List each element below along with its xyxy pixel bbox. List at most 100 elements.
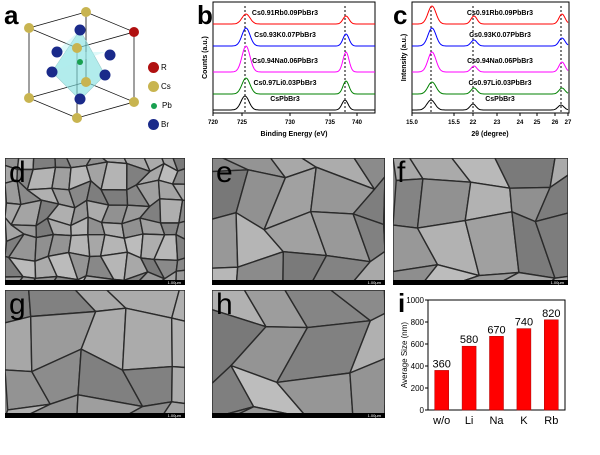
bar-value-label: 670 — [487, 324, 505, 336]
series-label: Cs0.94Na0.06PbBr3 — [252, 58, 318, 65]
series-line — [412, 27, 569, 47]
atom-swatch-icon — [151, 102, 157, 109]
series-label: Cs0.93K0.07PbBr3 — [254, 32, 316, 39]
legend-item: Pb — [148, 96, 172, 115]
series-line — [213, 45, 375, 73]
atom-swatch-icon — [148, 81, 159, 92]
series-line — [213, 95, 375, 111]
bar — [434, 370, 449, 411]
panel-label-h: h — [216, 288, 233, 321]
y-tick-label: 600 — [411, 340, 425, 349]
scale-text: 1.00μm — [167, 413, 181, 418]
x-tick-label: 25 — [534, 120, 541, 126]
x-axis-title: 2θ (degree) — [471, 131, 508, 138]
grain — [382, 169, 385, 226]
scale-text: 1.00μm — [367, 413, 381, 418]
bar — [489, 336, 504, 411]
x-tick-label: Na — [489, 415, 504, 427]
grain — [309, 254, 371, 285]
bar-value-label: 580 — [460, 334, 478, 346]
bar — [516, 328, 532, 411]
plot-frame — [411, 1, 570, 114]
grain — [171, 183, 185, 202]
grain — [282, 250, 328, 285]
panel-label-g: g — [9, 288, 26, 321]
series-line — [412, 5, 569, 25]
grain — [121, 307, 173, 371]
x-tick-label: 27 — [565, 120, 572, 126]
xrd-chart: Cs0.91Rb0.09PbBr3 Cs0.93K0.07PbBr3 Cs0.94N… — [401, 1, 572, 138]
panel-label-f: f — [397, 156, 406, 189]
panel-label-b: b — [197, 0, 213, 30]
panel-label-e: e — [216, 156, 233, 189]
grain — [76, 394, 144, 418]
series-label: Cs0.91Rb0.09PbBr3 — [252, 10, 318, 17]
bar — [544, 319, 559, 411]
x-tick-label: Li — [465, 415, 474, 427]
x-tick-label: K — [520, 415, 528, 427]
panel-label-d: d — [9, 156, 26, 189]
grain — [51, 166, 72, 191]
series-label: Cs0.91Rb0.09PbBr3 — [467, 10, 533, 17]
grain — [172, 158, 185, 172]
grain — [549, 158, 568, 189]
legend-item: R — [148, 58, 172, 77]
y-tick-label: 1000 — [406, 296, 424, 305]
grain — [5, 315, 33, 373]
bar-value-label: 740 — [515, 317, 533, 329]
grain — [230, 364, 309, 418]
grain — [353, 158, 385, 190]
x-tick-label: 735 — [325, 120, 336, 126]
grain — [175, 233, 185, 262]
scale-text: 1.00μm — [167, 280, 181, 285]
sem-image-g: g 1.00μm — [5, 290, 185, 418]
legend-label: R — [161, 63, 167, 72]
y-axis-title: Counts (a.u.) — [202, 36, 209, 79]
grain — [212, 212, 239, 269]
sem-image-d: d 1.00μm — [5, 158, 185, 285]
legend-item: Br — [148, 115, 172, 134]
series-line — [412, 81, 569, 95]
legend-label: Br — [161, 120, 169, 129]
pb-atom — [77, 59, 83, 65]
x-tick-label: 740 — [352, 120, 363, 126]
xps-chart: Cs0.91Rb0.09PbBr3 Cs0.93K0.07PbBr3 Cs0.94N… — [202, 1, 376, 138]
grain — [178, 199, 185, 224]
x-tick-label: 730 — [285, 120, 296, 126]
grain — [171, 167, 185, 185]
bar-value-label: 820 — [542, 308, 560, 320]
series-line — [213, 27, 375, 47]
series-label: Cs0.93K0.07PbBr3 — [469, 32, 531, 39]
y-tick-label: 0 — [420, 406, 425, 415]
grain — [349, 312, 385, 374]
panel-label-i: i — [398, 288, 406, 318]
plot-frame — [212, 1, 376, 114]
crystal-structure — [24, 7, 139, 123]
y-tick-label: 800 — [411, 318, 425, 327]
series-label: Cs0.97Li0.03PbBr3 — [468, 80, 531, 87]
grain — [235, 250, 285, 285]
sem-image-f: f 1.00μm — [393, 158, 568, 285]
grain — [170, 317, 185, 369]
grain-size-chart: 0 200 400 600 800 1000 360 w/o 580 Li 670 Na 740 K 820… — [400, 296, 566, 427]
series-label: Cs0.97Li0.03PbBr3 — [253, 80, 316, 87]
x-tick-label: 725 — [237, 120, 248, 126]
scale-text: 1.00μm — [550, 280, 564, 285]
legend-item: Cs — [148, 77, 172, 96]
y-tick-label: 400 — [411, 362, 425, 371]
series-line — [412, 99, 569, 111]
grain — [349, 357, 385, 418]
x-axis-title: Binding Energy (eV) — [261, 131, 328, 138]
series-line — [412, 51, 569, 73]
series-label: CsPbBr3 — [485, 96, 515, 103]
grain — [349, 250, 385, 285]
x-tick-label: 720 — [208, 120, 219, 126]
scale-text: 1.00μm — [367, 280, 381, 285]
x-tick-label: w/o — [432, 415, 450, 427]
grain — [382, 213, 385, 253]
y-axis-title: Intensity (a.u.) — [401, 34, 408, 81]
sem-image-h: h 1.00μm — [212, 290, 385, 418]
legend-label: Cs — [161, 82, 171, 91]
legend-label: Pb — [162, 101, 172, 110]
bar — [461, 345, 477, 411]
